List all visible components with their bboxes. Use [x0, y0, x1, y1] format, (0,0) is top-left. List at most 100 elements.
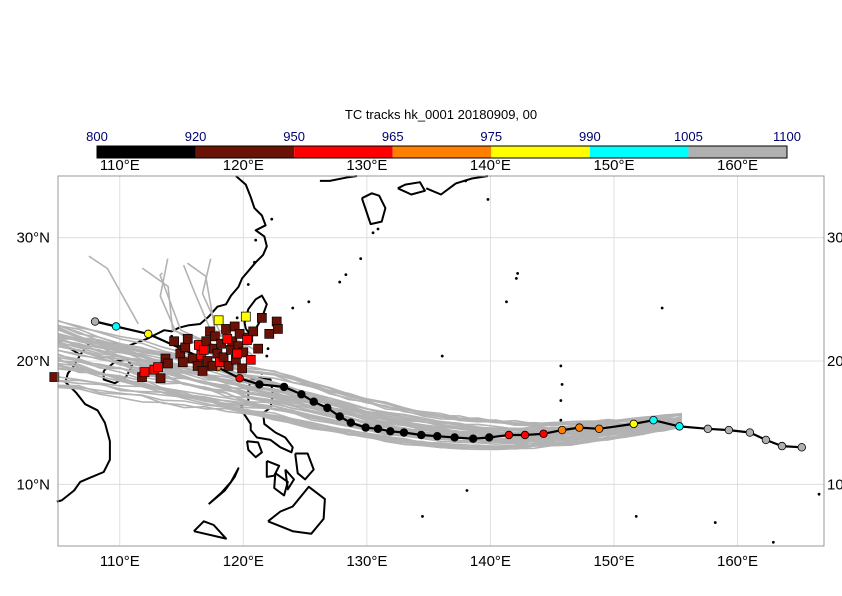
best-track-point [361, 423, 370, 432]
best-track-point [417, 430, 426, 440]
ensemble-track [57, 354, 683, 442]
best-track-point [143, 329, 153, 339]
forecast-position-marker [192, 361, 203, 371]
best-track-point [797, 443, 806, 452]
coastline [273, 472, 289, 497]
lat-tick-label-right: 10 [827, 476, 842, 493]
island [371, 231, 375, 235]
forecast-position-marker [264, 329, 275, 339]
island [265, 354, 269, 358]
forecast-positions [49, 311, 283, 384]
coastline [319, 175, 358, 182]
forecast-position-marker [218, 352, 229, 363]
best-track-point [235, 374, 244, 383]
forecast-position-marker [139, 367, 150, 377]
island [486, 198, 490, 201]
best-track-point [675, 422, 684, 431]
coastline [425, 175, 489, 196]
island [560, 383, 564, 386]
lon-tick-label-bottom: 160°E [717, 553, 758, 570]
colorbar-segment [491, 146, 590, 158]
forecast-position-marker [223, 361, 234, 371]
island [559, 399, 563, 402]
forecast-position-marker [237, 363, 247, 374]
best-track-point [724, 425, 734, 435]
coastline [193, 520, 227, 540]
best-track-point [504, 430, 514, 440]
forecast-position-marker [197, 366, 208, 376]
ensemble-track [57, 379, 683, 445]
best-track-point [745, 428, 755, 437]
island [359, 257, 363, 261]
best-track-point [323, 403, 332, 413]
lat-tick-label-right: 20 [827, 353, 842, 370]
forecast-position-marker [245, 354, 256, 365]
island [376, 227, 380, 231]
best-track-point [468, 434, 478, 443]
lon-tick-label-bottom: 110°E [100, 553, 140, 570]
forecast-position-marker [180, 342, 191, 353]
best-track-point [649, 416, 658, 425]
best-track [90, 317, 806, 452]
best-track-point [539, 429, 548, 438]
forecast-position-marker [232, 348, 242, 359]
lat-tick-label-right: 30 [827, 230, 842, 247]
forecast-position-marker [248, 326, 259, 337]
forecast-position-marker [257, 312, 267, 323]
ensemble-track [57, 364, 683, 450]
best-track-point [255, 380, 264, 389]
coastline [397, 181, 426, 196]
best-track-point [703, 424, 713, 434]
lon-tick-label-top: 110°E [100, 157, 140, 174]
ensemble-track [159, 258, 213, 356]
lon-tick-label-bottom: 120°E [223, 553, 264, 570]
colorbar-level-label: 1100 [773, 129, 801, 144]
lat-tick-label-left: 30°N [16, 230, 50, 247]
ensemble-track [57, 349, 682, 438]
island [505, 300, 508, 304]
forecast-position-marker [221, 324, 231, 334]
island [421, 515, 424, 518]
best-track-point [761, 435, 771, 445]
best-track-point [309, 397, 318, 406]
map-panel [49, 175, 825, 547]
best-track-point [575, 423, 584, 432]
coastline [208, 467, 240, 505]
forecast-position-marker [202, 356, 213, 366]
best-track-point [520, 430, 530, 440]
lon-tick-label-bottom: 150°E [593, 553, 634, 570]
best-track-point [346, 418, 356, 427]
map-title: TC tracks hk_0001 20180909, 00 [345, 107, 537, 122]
island [465, 489, 469, 492]
colorbar-level-label: 965 [382, 129, 404, 144]
colorbar-level-label: 990 [579, 129, 601, 144]
forecast-position-marker [273, 324, 283, 334]
best-track-point [629, 419, 638, 429]
forecast-position-marker [155, 373, 166, 384]
island [559, 418, 563, 422]
lon-tick-label-bottom: 130°E [346, 553, 387, 570]
forecast-position-marker [229, 321, 240, 332]
lon-tick-label-top: 130°E [346, 157, 387, 174]
island [291, 306, 295, 310]
colorbar-level-label: 1005 [674, 129, 703, 144]
colorbar-segment [688, 146, 787, 158]
lon-tick-label-top: 120°E [223, 157, 264, 174]
best-track-point [450, 433, 459, 442]
lon-tick-label-top: 150°E [593, 157, 634, 174]
island [246, 283, 250, 286]
colorbar-segment [392, 146, 492, 158]
forecast-position-marker [253, 343, 263, 354]
colorbar-outline [96, 145, 788, 159]
island [270, 217, 274, 221]
colorbar-level-label: 950 [283, 129, 305, 144]
forecast-position-marker [169, 336, 179, 347]
island [440, 354, 444, 358]
ensemble-track [57, 385, 683, 450]
colorbar-segment [589, 146, 689, 158]
island [771, 540, 775, 544]
island [344, 273, 348, 277]
ensemble-track [88, 255, 139, 325]
map-frame [57, 175, 825, 547]
coastline [267, 485, 326, 535]
